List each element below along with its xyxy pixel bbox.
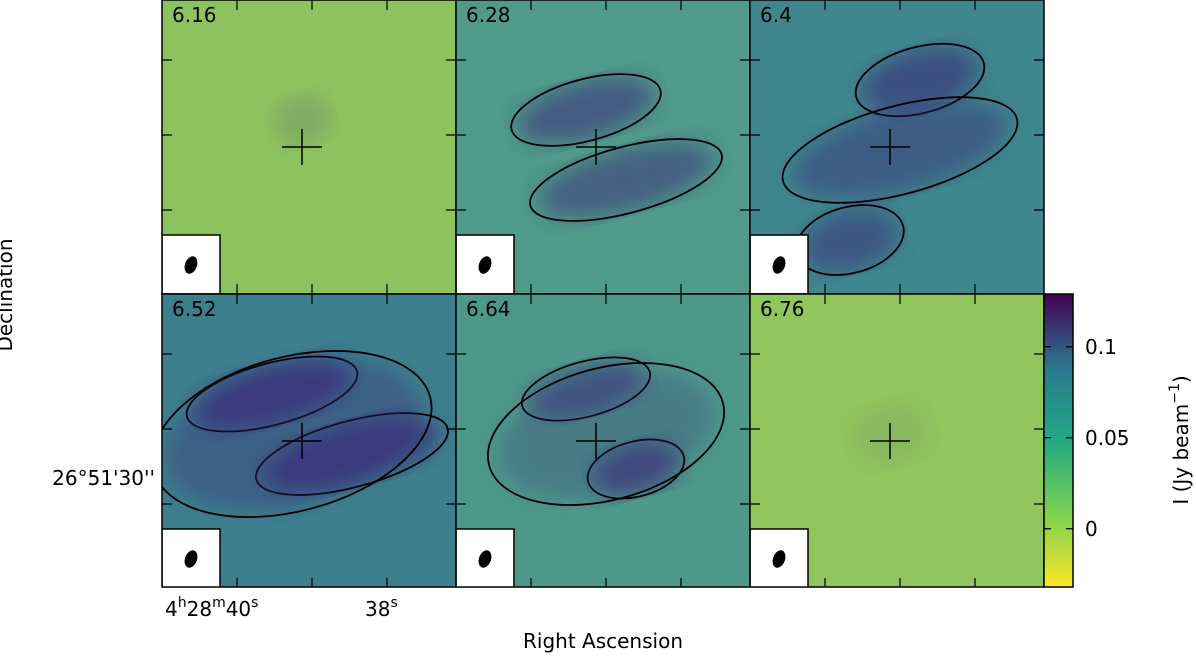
tick — [750, 294, 1044, 587]
channel-panel — [456, 0, 750, 294]
emission — [272, 94, 332, 146]
beam — [184, 256, 198, 274]
center-cross — [282, 129, 322, 165]
tick — [162, 294, 456, 587]
unit: m — [212, 595, 226, 611]
tick — [750, 294, 1044, 587]
panel-label: 6.64 — [466, 297, 511, 321]
panel-label: 6.4 — [760, 3, 792, 27]
tick — [162, 294, 456, 587]
channel-panel — [162, 294, 456, 587]
tick — [456, 294, 750, 587]
emission — [165, 358, 419, 510]
tick — [162, 0, 456, 294]
contour — [510, 73, 662, 147]
beam — [772, 550, 786, 568]
superscript: −1 — [1167, 383, 1183, 404]
tick — [750, 0, 1044, 294]
tick — [750, 294, 1044, 587]
center-cross — [576, 129, 616, 165]
channel-panel — [456, 294, 750, 587]
tick — [750, 0, 1044, 294]
colorbar-tick-label: 0.05 — [1085, 426, 1130, 450]
number: 38 — [365, 597, 390, 621]
number: 40 — [226, 597, 251, 621]
emission — [498, 369, 714, 499]
panel-label: 6.52 — [172, 297, 217, 321]
panel-label: 6.28 — [466, 3, 511, 27]
beam-box — [456, 528, 515, 587]
tick — [456, 294, 750, 587]
x-axis-label: Right Ascension — [523, 629, 683, 653]
tick — [162, 0, 456, 294]
tick — [162, 294, 456, 587]
tick — [456, 294, 750, 587]
emission — [801, 208, 899, 272]
colorbar-label: I (Jy beam−1) — [1167, 375, 1193, 504]
label-part: I (Jy beam — [1169, 404, 1193, 505]
label-part: ) — [1169, 375, 1193, 383]
panel-label: 6.76 — [760, 297, 805, 321]
center-cross — [870, 129, 910, 165]
unit: h — [178, 595, 187, 611]
unit: s — [390, 595, 397, 611]
unit: s — [251, 595, 258, 611]
colorbar-tick-label: 0.1 — [1085, 335, 1117, 359]
emission — [861, 47, 979, 113]
channel-panel — [750, 0, 1044, 294]
colorbar-scale — [1043, 293, 1074, 588]
center-cross — [282, 423, 322, 459]
emission — [793, 102, 1007, 198]
contour — [781, 96, 1019, 204]
y-axis-label: Declination — [0, 238, 17, 351]
number: 4 — [165, 597, 178, 621]
x-tick-label: 38s — [365, 595, 398, 621]
contour — [162, 350, 433, 518]
number: 28 — [187, 597, 212, 621]
contour — [529, 138, 723, 222]
emission — [538, 142, 714, 218]
x-tick-label: 4h28m40s — [165, 595, 258, 621]
channel-panel — [162, 0, 456, 294]
emission — [517, 77, 655, 143]
contour — [486, 362, 726, 506]
tick — [162, 0, 456, 294]
panel-label: 6.16 — [172, 3, 217, 27]
center-cross — [576, 423, 616, 459]
beam — [772, 256, 786, 274]
beam — [478, 550, 492, 568]
beam — [184, 550, 198, 568]
panels: 6.16 6.28 6.4 6.52 6.64 6.76 — [161, 0, 1045, 588]
center-cross — [870, 423, 910, 459]
tick — [750, 0, 1044, 294]
beam — [478, 256, 492, 274]
colorbar: 0 0.05 0.1 I (Jy beam−1) — [1043, 293, 1193, 588]
tick — [456, 0, 750, 294]
channel-panel — [750, 294, 1044, 587]
y-tick-label: 26°51'30'' — [52, 466, 155, 490]
tick — [456, 0, 750, 294]
tick — [456, 0, 750, 294]
colorbar-tick-label: 0 — [1085, 517, 1098, 541]
